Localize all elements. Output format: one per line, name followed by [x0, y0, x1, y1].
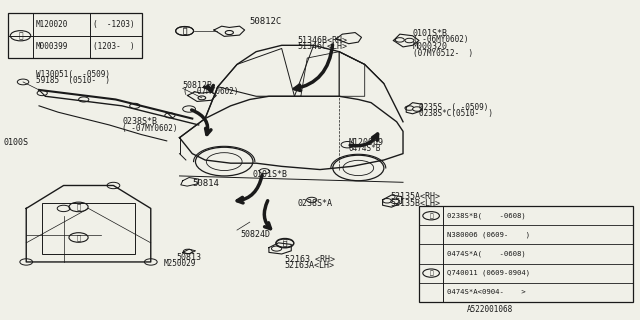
- Circle shape: [145, 259, 157, 265]
- Circle shape: [165, 113, 175, 118]
- Text: 0101S*B: 0101S*B: [413, 29, 447, 38]
- Circle shape: [195, 147, 253, 176]
- Circle shape: [183, 249, 192, 254]
- Text: 50812C: 50812C: [250, 17, 282, 26]
- Text: ②: ②: [429, 270, 433, 276]
- Text: 0238S*C(0510-  ): 0238S*C(0510- ): [419, 109, 493, 118]
- Text: ③: ③: [76, 204, 81, 210]
- Text: ②: ②: [283, 240, 287, 247]
- Circle shape: [405, 106, 414, 110]
- Text: ③: ③: [18, 31, 23, 40]
- Text: ①: ①: [182, 27, 187, 36]
- Text: (1203-  ): (1203- ): [93, 42, 134, 52]
- Circle shape: [391, 199, 400, 204]
- Circle shape: [413, 107, 422, 111]
- Text: ( -06MY0602): ( -06MY0602): [413, 35, 468, 44]
- Text: (07MY0512-  ): (07MY0512- ): [413, 49, 473, 58]
- Text: 50824D: 50824D: [240, 230, 270, 239]
- Text: 52163 <RH>: 52163 <RH>: [285, 255, 335, 264]
- Text: 59185  (0510-  ): 59185 (0510- ): [36, 76, 110, 85]
- Text: 50814: 50814: [192, 180, 219, 188]
- Text: 0238S*B(    -0608): 0238S*B( -0608): [447, 212, 526, 219]
- Text: 52135A<RH>: 52135A<RH>: [390, 192, 440, 201]
- Text: ②: ②: [283, 238, 287, 247]
- Bar: [42, 203, 135, 254]
- Bar: [419, 206, 633, 302]
- Text: M000320: M000320: [413, 42, 447, 52]
- Circle shape: [79, 97, 89, 102]
- Text: ( -07MY0602): ( -07MY0602): [122, 124, 177, 132]
- Text: 50813: 50813: [176, 253, 202, 262]
- Circle shape: [17, 79, 29, 85]
- Text: M000399: M000399: [35, 42, 68, 52]
- Text: ①: ①: [429, 213, 433, 219]
- Circle shape: [405, 38, 414, 43]
- Text: 0238S*B: 0238S*B: [122, 117, 157, 126]
- Text: 51346C<LH>: 51346C<LH>: [298, 42, 348, 52]
- Text: 52163A<LH>: 52163A<LH>: [285, 261, 335, 270]
- Text: M250029: M250029: [164, 259, 196, 268]
- Circle shape: [57, 205, 70, 212]
- Circle shape: [107, 182, 120, 189]
- Text: M120069: M120069: [349, 138, 384, 147]
- Text: N380006 (0609-    ): N380006 (0609- ): [447, 232, 530, 238]
- Text: 0235S  ( -0509): 0235S ( -0509): [419, 103, 488, 112]
- Circle shape: [333, 155, 384, 181]
- Circle shape: [259, 169, 269, 174]
- Bar: [8, 13, 143, 58]
- Circle shape: [383, 198, 392, 203]
- Text: 0100S: 0100S: [4, 138, 29, 147]
- Text: 50812B: 50812B: [182, 81, 212, 90]
- Text: 0474S*A(    -0608): 0474S*A( -0608): [447, 251, 526, 257]
- Circle shape: [20, 259, 33, 265]
- Text: 0474S*A<0904-    >: 0474S*A<0904- >: [447, 289, 526, 295]
- Text: 52135B<LH>: 52135B<LH>: [390, 198, 440, 207]
- Text: 0474S*B: 0474S*B: [349, 144, 381, 153]
- Text: ①: ①: [182, 28, 187, 34]
- Text: 0238S*A: 0238S*A: [298, 198, 333, 207]
- Circle shape: [130, 103, 140, 108]
- Circle shape: [396, 38, 404, 42]
- Text: W130051(  -0509): W130051( -0509): [36, 70, 110, 79]
- Circle shape: [271, 246, 282, 251]
- Circle shape: [307, 197, 317, 202]
- Text: 0101S*B: 0101S*B: [253, 170, 288, 179]
- Circle shape: [341, 141, 354, 148]
- Text: Q740011 (0609-0904): Q740011 (0609-0904): [447, 270, 530, 276]
- Text: ( -07MY0602): ( -07MY0602): [182, 87, 238, 96]
- Text: 51346B<RH>: 51346B<RH>: [298, 36, 348, 45]
- Circle shape: [182, 106, 195, 112]
- Text: ③: ③: [76, 234, 81, 241]
- Circle shape: [37, 91, 47, 96]
- Text: A522001068: A522001068: [467, 305, 513, 314]
- Text: (  -1203): ( -1203): [93, 20, 134, 29]
- Text: M120020: M120020: [35, 20, 68, 29]
